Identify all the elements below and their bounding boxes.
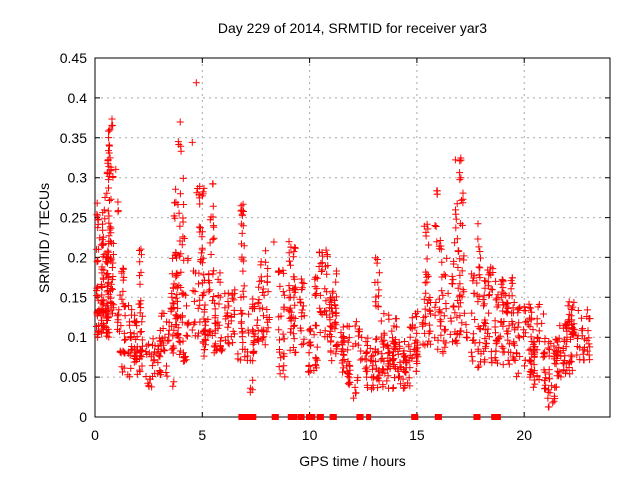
y-tick-label: 0.35	[60, 130, 87, 146]
x-axis-label: GPS time / hours	[299, 453, 406, 469]
y-tick-label: 0.15	[60, 289, 87, 305]
x-tick-label: 10	[302, 427, 318, 443]
y-tick-label: 0.05	[60, 369, 87, 385]
y-tick-label: 0.4	[68, 90, 88, 106]
chart-title: Day 229 of 2014, SRMTID for receiver yar…	[217, 20, 488, 36]
x-tick-label: 15	[409, 427, 425, 443]
y-tick-label: 0.45	[60, 50, 87, 66]
x-tick-label: 5	[198, 427, 206, 443]
x-tick-label: 20	[516, 427, 532, 443]
axis-tick-labels: 0 0.05 0.1 0.15 0.2 0.25 0.3 0.35 0.4 0.45 0 5 10 15 2…	[60, 50, 532, 443]
y-tick-label: 0	[79, 409, 87, 425]
data-points	[93, 79, 594, 411]
x-tick-label: 0	[91, 427, 99, 443]
zero-line-marks	[238, 414, 501, 420]
y-tick-label: 0.25	[60, 210, 87, 226]
y-tick-label: 0.2	[68, 249, 88, 265]
y-tick-label: 0.1	[68, 329, 88, 345]
y-tick-label: 0.3	[68, 170, 88, 186]
